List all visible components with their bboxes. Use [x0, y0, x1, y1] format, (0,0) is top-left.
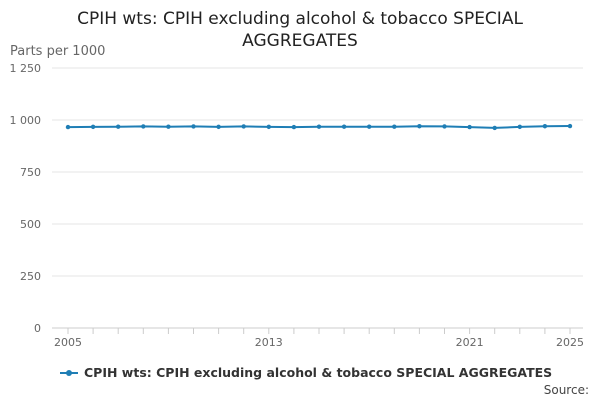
chart-title-line-2: AGGREGATES — [242, 31, 358, 51]
y-axis-ticks: 0 250 500 750 1 000 1 250 — [10, 62, 42, 335]
data-point[interactable] — [116, 124, 121, 129]
legend-line-marker-icon — [60, 368, 78, 378]
y-tick-label: 750 — [20, 166, 41, 179]
data-point[interactable] — [341, 124, 347, 129]
data-point[interactable] — [266, 124, 271, 130]
data-point[interactable] — [241, 124, 246, 129]
y-tick-label: 500 — [20, 218, 41, 231]
x-tick-label: 2021 — [456, 336, 484, 349]
data-point[interactable] — [291, 124, 297, 130]
y-tick-label: 1 250 — [10, 62, 42, 75]
y-axis-label: Parts per 1000 — [10, 44, 106, 59]
x-tick-label: 2005 — [54, 336, 82, 349]
data-point[interactable] — [442, 124, 447, 129]
gridlines — [52, 67, 583, 329]
data-point[interactable] — [166, 124, 171, 129]
chart-title: CPIH wts: CPIH excluding alcohol & tobac… — [0, 8, 600, 52]
data-point[interactable] — [65, 124, 71, 130]
y-tick-label: 0 — [34, 322, 41, 335]
source-label: Source: — [543, 383, 589, 397]
data-point[interactable] — [141, 124, 146, 129]
x-tick-label: 2025 — [556, 336, 584, 349]
data-point[interactable] — [90, 124, 96, 130]
x-tick-label: 2013 — [255, 336, 283, 349]
y-tick-label: 1 000 — [10, 114, 42, 127]
data-point[interactable] — [216, 124, 221, 130]
series-line — [65, 123, 573, 131]
data-point[interactable] — [316, 124, 322, 129]
data-point[interactable] — [492, 125, 497, 131]
data-point[interactable] — [367, 124, 372, 129]
data-point[interactable] — [392, 124, 397, 129]
data-point[interactable] — [517, 124, 522, 130]
data-point[interactable] — [191, 124, 196, 129]
data-point[interactable] — [467, 124, 472, 130]
legend-series-label: CPIH wts: CPIH excluding alcohol & tobac… — [84, 365, 553, 380]
legend[interactable]: CPIH wts: CPIH excluding alcohol & tobac… — [60, 365, 552, 380]
y-tick-label: 250 — [20, 270, 41, 283]
data-point[interactable] — [567, 123, 573, 129]
data-point[interactable] — [417, 124, 422, 129]
x-axis-ticks: 2005 2013 2021 2025 — [54, 328, 584, 349]
chart-title-line-1: CPIH wts: CPIH excluding alcohol & tobac… — [77, 9, 523, 29]
data-point[interactable] — [542, 124, 548, 129]
